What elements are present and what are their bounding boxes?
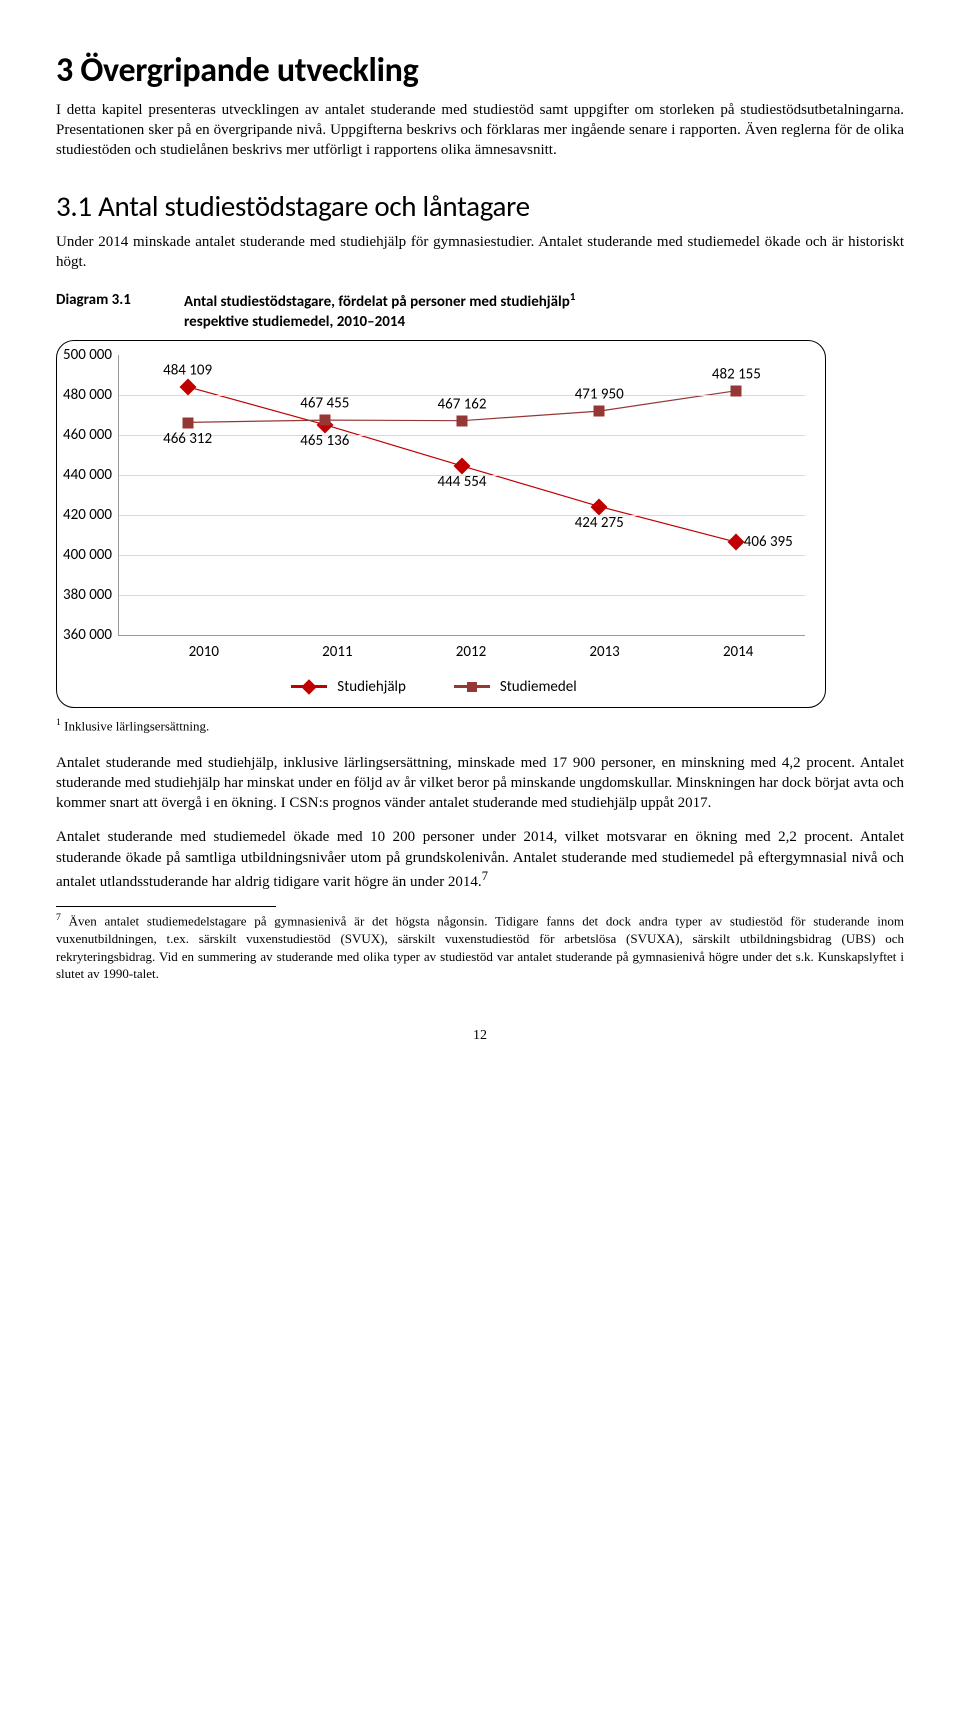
chart-point [457, 415, 468, 426]
legend-item-studiemedel: Studiemedel [454, 677, 577, 697]
body-paragraph: Antalet studerande med studiemedel ökade… [56, 827, 904, 892]
chart-point-label: 484 109 [163, 361, 212, 381]
diagram-title-sup: 1 [570, 290, 576, 304]
section-paragraph: Under 2014 minskade antalet studerande m… [56, 232, 904, 273]
footnote-7: 7 Även antalet studiemedelstagare på gym… [56, 911, 904, 983]
diagram-title-line1: Antal studiestödstagare, fördelat på per… [184, 293, 570, 311]
chart-footnote: 1 Inklusive lärlingsersättning. [56, 716, 904, 735]
x-tick-label: 2011 [271, 642, 405, 662]
page-number: 12 [56, 1027, 904, 1046]
chart-point [594, 406, 605, 417]
chart-x-axis: 20102011201220132014 [137, 636, 805, 662]
legend-swatch-square [454, 685, 490, 688]
x-tick-label: 2014 [671, 642, 805, 662]
gridline [119, 435, 805, 436]
diagram-caption: Diagram 3.1 Antal studiestödstagare, för… [56, 290, 904, 332]
diagram-title-line2: respektive studiemedel, 2010–2014 [184, 313, 405, 331]
heading-2: 3.1 Antal studiestödstagare och låntagar… [56, 187, 904, 226]
legend-label: Studiehjälp [337, 677, 406, 697]
legend-item-studiehjalp: Studiehjälp [291, 677, 406, 697]
chart-point [731, 385, 742, 396]
footnote-separator [56, 906, 276, 907]
chart-point-label: 471 950 [575, 385, 624, 405]
chart-point-label: 467 162 [437, 395, 486, 415]
chart-point-label: 482 155 [712, 365, 761, 385]
heading-1: 3 Övergripande utveckling [56, 48, 904, 94]
legend-swatch-diamond [291, 685, 327, 688]
body-paragraph: Antalet studerande med studiehjälp, inkl… [56, 753, 904, 814]
diagram-number: Diagram 3.1 [56, 290, 184, 332]
gridline [119, 555, 805, 556]
chart-point [182, 417, 193, 428]
chart-legend: Studiehjälp Studiemedel [63, 677, 805, 697]
chart-point-label: 444 554 [437, 472, 486, 492]
chart-plot: 484 109 465 136 444 554 424 275 406 395 466 3… [118, 355, 805, 636]
chart-point-label: 406 395 [744, 532, 793, 552]
chart-point-label: 466 312 [163, 429, 212, 449]
gridline [119, 595, 805, 596]
gridline [119, 515, 805, 516]
x-tick-label: 2013 [538, 642, 672, 662]
x-tick-label: 2012 [404, 642, 538, 662]
chart-point-label: 467 455 [300, 394, 349, 414]
chart-point [319, 415, 330, 426]
legend-label: Studiemedel [500, 677, 577, 697]
chart: 500 000480 000460 000440 000420 000400 0… [56, 340, 826, 708]
chart-point-label: 424 275 [575, 513, 624, 533]
x-tick-label: 2010 [137, 642, 271, 662]
intro-paragraph: I detta kapitel presenteras utvecklingen… [56, 100, 904, 161]
chart-y-axis: 500 000480 000460 000440 000420 000400 0… [63, 355, 118, 635]
chart-point-label: 465 136 [300, 431, 349, 451]
